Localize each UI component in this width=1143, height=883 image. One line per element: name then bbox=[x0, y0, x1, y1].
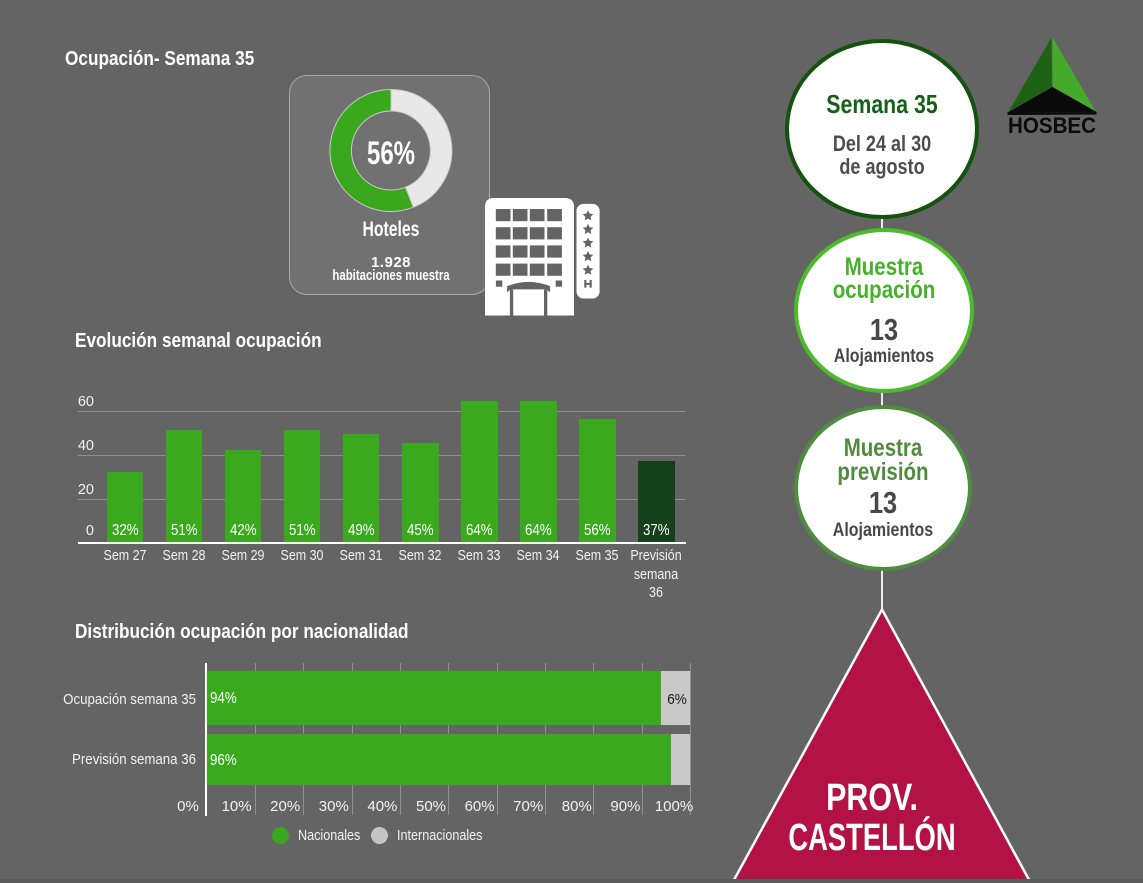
svg-text:HOSBEC: HOSBEC bbox=[1008, 113, 1096, 138]
